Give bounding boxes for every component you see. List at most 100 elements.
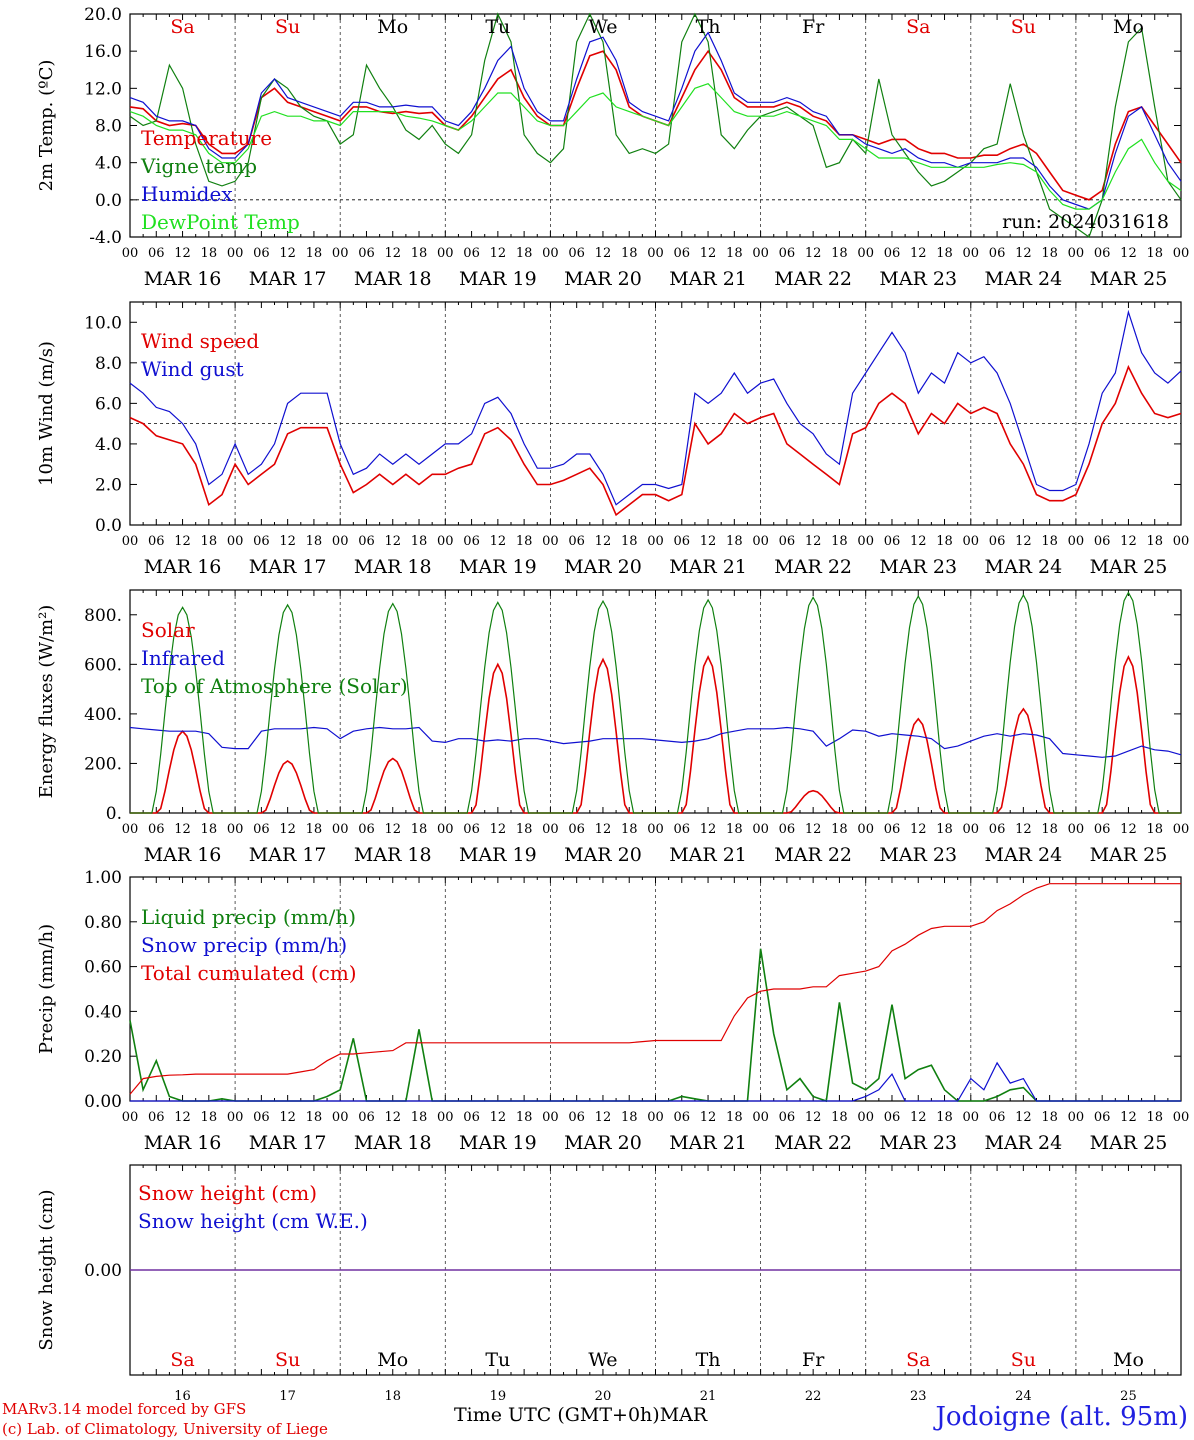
hour-label: 18	[516, 822, 533, 837]
hour-label: 00	[857, 822, 874, 837]
series-line-3	[129, 83, 1182, 210]
hour-label: 12	[490, 534, 507, 549]
hour-label: 00	[1068, 1110, 1085, 1125]
hour-label: 12	[595, 246, 612, 261]
y-tick-label: 12.0	[84, 79, 122, 99]
day-name: Fr	[802, 1349, 825, 1371]
y-tick-label: 4.0	[95, 154, 122, 174]
hour-label: 12	[700, 822, 717, 837]
hour-label: 06	[568, 1110, 585, 1125]
day-name: We	[588, 1349, 617, 1371]
legend-entry: Solar	[141, 618, 195, 642]
day-name: Mo	[377, 16, 408, 38]
hour-label: 00	[963, 246, 980, 261]
hour-label: 12	[805, 246, 822, 261]
hour-label: 06	[253, 246, 270, 261]
bottom-day-number: 17	[279, 1389, 296, 1404]
y-tick-label: 200.	[84, 754, 122, 774]
hour-label: 18	[726, 246, 743, 261]
date-label: MAR 24	[984, 1132, 1062, 1154]
legend-entry: Liquid precip (mm/h)	[141, 905, 356, 929]
hour-label: 00	[332, 534, 349, 549]
hour-label: 06	[779, 1110, 796, 1125]
hour-label: 12	[1120, 534, 1137, 549]
hour-label: 18	[1146, 246, 1163, 261]
hour-label: 00	[857, 1110, 874, 1125]
y-tick-label: 600.	[84, 655, 122, 675]
hour-label: 18	[831, 822, 848, 837]
hour-label: 18	[411, 822, 428, 837]
hour-label: 12	[384, 822, 401, 837]
panel-0: -4.0 0.0 4.0 8.0 12.0 16.0 20.0 2m Temp. (ºC) Te…	[36, 5, 1189, 290]
legend-entry: DewPoint Temp	[141, 210, 300, 234]
footer-xlabel: Time UTC (GMT+0h)MAR	[454, 1404, 707, 1426]
hour-label: 18	[201, 534, 218, 549]
hour-label: 06	[148, 246, 165, 261]
y-tick-label: 0.00	[84, 1092, 122, 1112]
y-tick-label: 0.60	[84, 958, 122, 978]
date-label: MAR 18	[354, 844, 432, 866]
date-label: MAR 25	[1090, 844, 1168, 866]
y-tick-label: -4.0	[89, 228, 122, 248]
y-tick-label: 8.0	[95, 117, 122, 137]
y-tick-label: 4.0	[95, 435, 122, 455]
hour-label: 00	[1173, 1110, 1190, 1125]
day-name: Sa	[170, 16, 194, 38]
date-label: MAR 21	[669, 268, 747, 290]
day-name: Th	[696, 1349, 721, 1371]
date-label: MAR 19	[459, 1132, 537, 1154]
day-name: Sa	[906, 1349, 930, 1371]
panel-3: 0.00 0.20 0.40 0.60 0.80 1.00 Precip (mm/h) Liq…	[36, 868, 1189, 1154]
hour-label: 06	[568, 822, 585, 837]
hour-label: 18	[936, 822, 953, 837]
day-name: Su	[1011, 16, 1036, 38]
hour-label: 06	[463, 246, 480, 261]
hour-label: 18	[411, 534, 428, 549]
hour-label: 12	[174, 246, 191, 261]
series-line-2	[129, 31, 1182, 210]
hour-label: 06	[463, 1110, 480, 1125]
bottom-day-number: 20	[595, 1389, 612, 1404]
hour-label: 00	[332, 246, 349, 261]
date-label: MAR 25	[1090, 1132, 1168, 1154]
y-tick-label: 6.0	[95, 394, 122, 414]
hour-label: 12	[384, 246, 401, 261]
hour-label: 00	[542, 246, 559, 261]
hour-label: 18	[516, 246, 533, 261]
hour-label: 18	[516, 1110, 533, 1125]
day-name: Su	[275, 1349, 300, 1371]
hour-label: 18	[831, 1110, 848, 1125]
series-line-0	[129, 364, 1182, 517]
hour-label: 12	[174, 822, 191, 837]
y-tick-label: 0.40	[84, 1002, 122, 1022]
hour-label: 06	[1094, 246, 1111, 261]
hour-label: 06	[884, 822, 901, 837]
y-tick-label: 0.0	[95, 191, 122, 211]
hour-label: 18	[621, 534, 638, 549]
hour-label: 06	[148, 534, 165, 549]
date-label: MAR 23	[879, 556, 957, 578]
hour-label: 12	[910, 246, 927, 261]
hour-label: 00	[122, 246, 139, 261]
panel-1: 0.0 2.0 4.0 6.0 8.0 10.0 10m Wind (m/s) Wind sp…	[36, 301, 1189, 578]
y-tick-label: 800.	[84, 606, 122, 626]
legend-entry: Humidex	[141, 182, 233, 206]
series-line-1	[129, 12, 1182, 238]
hour-label: 18	[201, 246, 218, 261]
hour-label: 06	[1094, 1110, 1111, 1125]
hour-label: 00	[542, 534, 559, 549]
hour-label: 18	[726, 534, 743, 549]
y-tick-label: 8.0	[95, 354, 122, 374]
hour-label: 00	[227, 1110, 244, 1125]
hour-label: 06	[148, 1110, 165, 1125]
y-tick-label: 2.0	[95, 475, 122, 495]
bottom-day-number: 23	[910, 1389, 927, 1404]
y-tick-label: 1.00	[84, 868, 122, 888]
date-label: MAR 20	[564, 556, 642, 578]
date-label: MAR 21	[669, 556, 747, 578]
y-tick-label: 10.0	[84, 313, 122, 333]
date-label: MAR 25	[1090, 268, 1168, 290]
legend-entry: Snow precip (mm/h)	[141, 933, 347, 957]
y-axis-label: Snow height (cm)	[36, 1189, 57, 1350]
hour-label: 00	[227, 822, 244, 837]
